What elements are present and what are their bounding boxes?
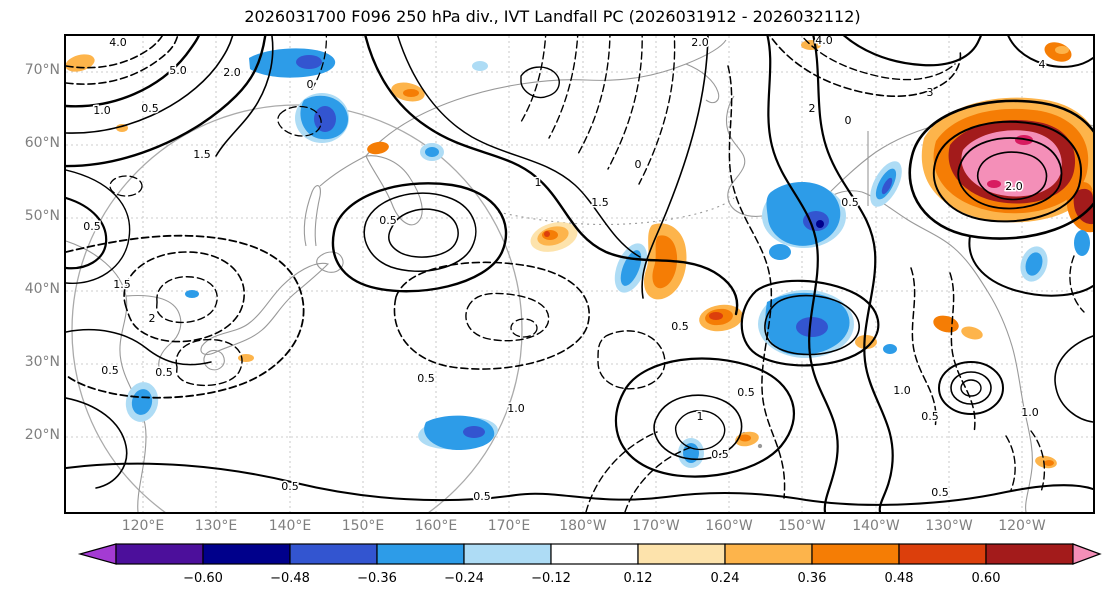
lon-tick-label: 150°W [778,518,826,534]
lon-tick-label: 140°W [852,518,900,534]
contour-label: 0.5 [101,364,119,377]
contour-label: 1.0 [93,104,111,117]
lon-tick-label: 160°E [414,518,458,534]
lon-tick-label: 130°W [925,518,973,534]
lon-tick-label: 170°W [632,518,680,534]
colorbar-under-arrow [77,543,117,565]
contour-label: 1.5 [591,196,609,209]
contour-label: 0.5 [671,320,689,333]
colorbar-band [637,543,726,565]
contour-label: 2.0 [691,36,709,49]
contour-label: 1.0 [893,384,911,397]
lon-tick-label: 150°E [341,518,385,534]
lon-tick-label: 120°W [998,518,1046,534]
shaded-anomaly-patches [66,40,1093,469]
colorbar-tick-label: −0.12 [531,571,571,586]
lat-tick-label: 20°N [24,427,60,443]
colorbar-tick-label: 0.12 [623,571,653,586]
map-area: 4.0 5.0 2.0 0 1.0 0.5 1.5 0.5 1.5 2 0.5 0.5 0.5 1 1.5 0… [64,34,1095,514]
grid-lines [66,36,1093,512]
lat-tick-label: 40°N [24,281,60,297]
lat-tick-label: 30°N [24,354,60,370]
contour-label: 0 [307,78,314,91]
contour-label: 0.5 [417,372,435,385]
contour-label: 0 [635,158,642,171]
colorbar-tick-label: −0.24 [444,571,484,586]
contour-label: 0.5 [83,220,101,233]
colorbar-tick-label: 0.36 [797,571,827,586]
map-canvas: 4.0 5.0 2.0 0 1.0 0.5 1.5 0.5 1.5 2 0.5 0.5 0.5 1 1.5 0… [66,36,1093,512]
contour-label: 2.0 [1005,180,1023,193]
lon-tick-label: 140°E [268,518,312,534]
contour-label: 1.5 [113,278,131,291]
contour-label: 2.0 [223,66,241,79]
contour-label: 1 [535,176,542,189]
contour-label: 2 [809,102,816,115]
colorbar-tick-label: −0.60 [183,571,223,586]
contour-label: 0.5 [141,102,159,115]
chart-title: 2026031700 F096 250 hPa div., IVT Landfa… [244,7,861,26]
colorbar-band [550,543,639,565]
contour-label: 3 [927,86,934,99]
colorbar-band [811,543,900,565]
contour-label: 2 [149,312,156,325]
colorbar-band [463,543,552,565]
contour-label: 0.5 [155,366,173,379]
colorbar-band [985,543,1074,565]
contour-label: 0.5 [711,448,729,461]
lon-tick-label: 130°E [194,518,238,534]
contour-label: 0.5 [921,410,939,423]
contour-labels: 4.0 5.0 2.0 0 1.0 0.5 1.5 0.5 1.5 2 0.5 0.5 0.5 1 1.5 0… [82,36,1047,505]
lat-tick-label: 60°N [24,135,60,151]
contour-label: 0.5 [841,196,859,209]
range-circle [71,104,523,512]
lat-tick-label: 50°N [24,208,60,224]
colorbar-band [289,543,378,565]
contour-label: 4.0 [109,36,127,49]
colorbar-band [202,543,291,565]
contour-label: 1.5 [193,148,211,161]
lat-tick-label: 70°N [24,62,60,78]
colorbar [77,543,1102,565]
contour-label: 4 [1039,58,1046,71]
lon-tick-label: 180°W [559,518,607,534]
colorbar-band [376,543,465,565]
contour-label: 5.0 [169,64,187,77]
colorbar-tick-label: 0.48 [884,571,914,586]
contour-label: 1.0 [1021,406,1039,419]
colorbar-band [898,543,987,565]
colorbar-tick-label: 0.60 [971,571,1001,586]
contour-label: 1 [697,410,704,423]
colorbar-band [115,543,204,565]
colorbar-over-arrow [1072,543,1102,565]
contour-label: 4.0 [815,36,833,47]
contour-label: 0.5 [379,214,397,227]
lon-tick-label: 120°E [121,518,165,534]
contours-dashed [66,36,1085,512]
contour-label: 1.0 [507,402,525,415]
lon-tick-label: 160°W [705,518,753,534]
contour-label: 0.5 [931,486,949,499]
contour-label: 0 [845,114,852,127]
colorbar-tick-label: −0.48 [270,571,310,586]
colorbar-tick-label: 0.24 [710,571,740,586]
colorbar-tick-label: −0.36 [357,571,397,586]
colorbar-band [724,543,813,565]
contour-label: 0.5 [737,386,755,399]
contour-label: 0.5 [281,480,299,493]
contours-solid [66,36,1093,512]
contour-label: 0.5 [473,490,491,503]
lon-tick-label: 170°E [487,518,531,534]
